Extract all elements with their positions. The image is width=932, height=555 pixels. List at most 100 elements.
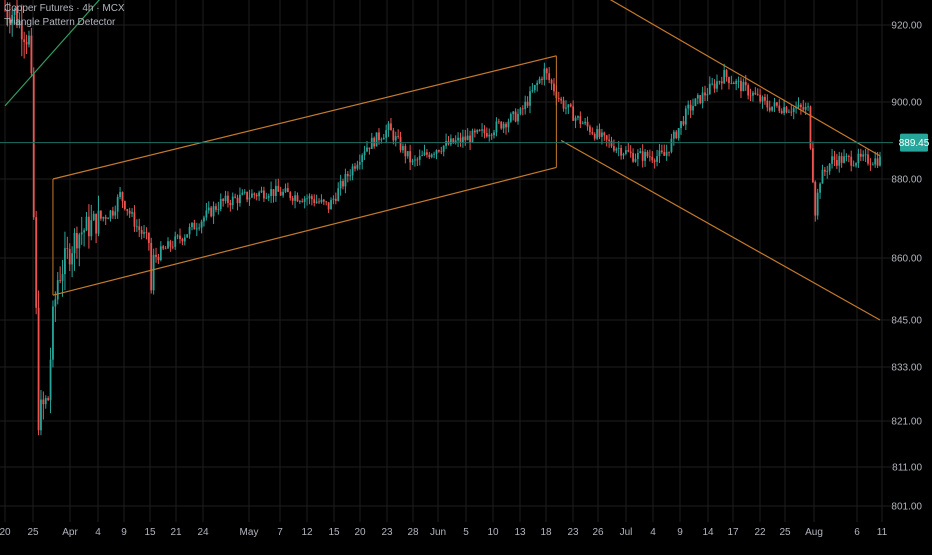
x-axis-label: 22 [754, 527, 766, 538]
candle-body [270, 189, 272, 197]
candle-body [723, 70, 726, 84]
current-price-value: 889.45 [899, 138, 930, 149]
candle-body [756, 94, 759, 96]
candle-body [799, 104, 802, 108]
x-axis-label: 21 [170, 527, 182, 538]
candle-body [152, 254, 155, 291]
candle-body [574, 117, 577, 121]
candle-body [104, 217, 107, 219]
candle-body [720, 81, 723, 84]
candle-body [469, 135, 471, 143]
candle-body [354, 166, 356, 169]
candle-body [694, 98, 697, 106]
candle-body [670, 138, 673, 152]
x-axis-label: 4 [95, 527, 101, 538]
candle-body [339, 181, 342, 189]
candle-body [548, 73, 551, 80]
symbol-title[interactable]: Copper Futures · 4h · MCX [4, 3, 125, 14]
candle-body [591, 132, 594, 134]
candle-body [61, 274, 64, 281]
candle-body [23, 39, 26, 42]
indicator-label[interactable]: Triangle Pattern Detector [4, 17, 116, 28]
candle-body [550, 79, 553, 84]
candle-body [438, 150, 440, 152]
candle-body [147, 232, 150, 243]
candle-body [121, 192, 124, 202]
x-axis-label: 24 [197, 527, 209, 538]
candle-body [771, 106, 774, 111]
candle-body [852, 165, 855, 167]
candle-body [18, 20, 21, 26]
candle-body [181, 238, 184, 242]
candle-body [776, 102, 778, 106]
x-axis-label: 18 [540, 527, 552, 538]
candle-body [862, 154, 865, 157]
candle-body [754, 92, 757, 95]
candle-body [73, 232, 76, 254]
candle-body [325, 201, 328, 203]
candle-body [737, 80, 740, 82]
candle-body [378, 132, 380, 141]
candle-body [306, 198, 308, 200]
candle-body [435, 150, 438, 154]
candle-body [538, 78, 541, 83]
candle-body [596, 129, 599, 139]
candle-body [859, 153, 862, 157]
x-axis-label: Jun [430, 527, 446, 538]
candle-body [4, 9, 6, 11]
x-axis-label: 23 [381, 527, 393, 538]
candle-body [171, 246, 174, 248]
candle-body [111, 210, 114, 216]
candle-body [629, 151, 632, 154]
candle-body [428, 154, 431, 158]
candle-body [682, 121, 685, 125]
candle-body [847, 156, 850, 157]
candle-body [461, 136, 464, 143]
x-axis-label: 12 [301, 527, 313, 538]
candle-body [828, 163, 831, 172]
candle-body [562, 100, 565, 109]
candle-body [648, 156, 651, 158]
candle-body [430, 154, 433, 158]
candle-body [497, 121, 500, 123]
trendline [4, 0, 100, 107]
candle-body [78, 234, 81, 249]
candle-body [831, 156, 833, 164]
candle-body [536, 82, 539, 86]
candle-body [814, 182, 817, 216]
candle-body [320, 199, 323, 203]
candle-body [193, 222, 196, 230]
candle-body [744, 81, 747, 86]
candle-body [114, 211, 117, 216]
x-axis-label: 11 [877, 527, 888, 538]
candle-body [869, 163, 872, 165]
candle-body [394, 136, 397, 141]
candle-body [507, 121, 510, 128]
current-price-tag [900, 133, 928, 152]
chart-legend: Copper Futures · 4h · MCX Triangle Patte… [4, 2, 125, 30]
y-axis-label: 821.00 [891, 417, 922, 428]
candle-body [545, 68, 548, 74]
candle-body [277, 185, 280, 192]
candle-body [71, 253, 74, 265]
candle-body [819, 183, 821, 193]
x-axis-label: 25 [27, 527, 39, 538]
candle-body [658, 150, 661, 157]
candle-body [634, 158, 637, 162]
candle-body [90, 220, 93, 237]
candle-body [811, 148, 814, 183]
candle-body [529, 91, 531, 106]
candle-body [426, 152, 428, 155]
x-axis-label: 17 [727, 527, 739, 538]
candle-body [162, 246, 165, 249]
candle-body [569, 104, 572, 107]
candle-body [76, 232, 78, 249]
candle-body [159, 246, 162, 261]
candle-body [231, 196, 234, 206]
candle-body [488, 134, 491, 137]
candle-body [282, 191, 284, 196]
candle-body [88, 216, 90, 237]
candle-body [42, 399, 45, 405]
